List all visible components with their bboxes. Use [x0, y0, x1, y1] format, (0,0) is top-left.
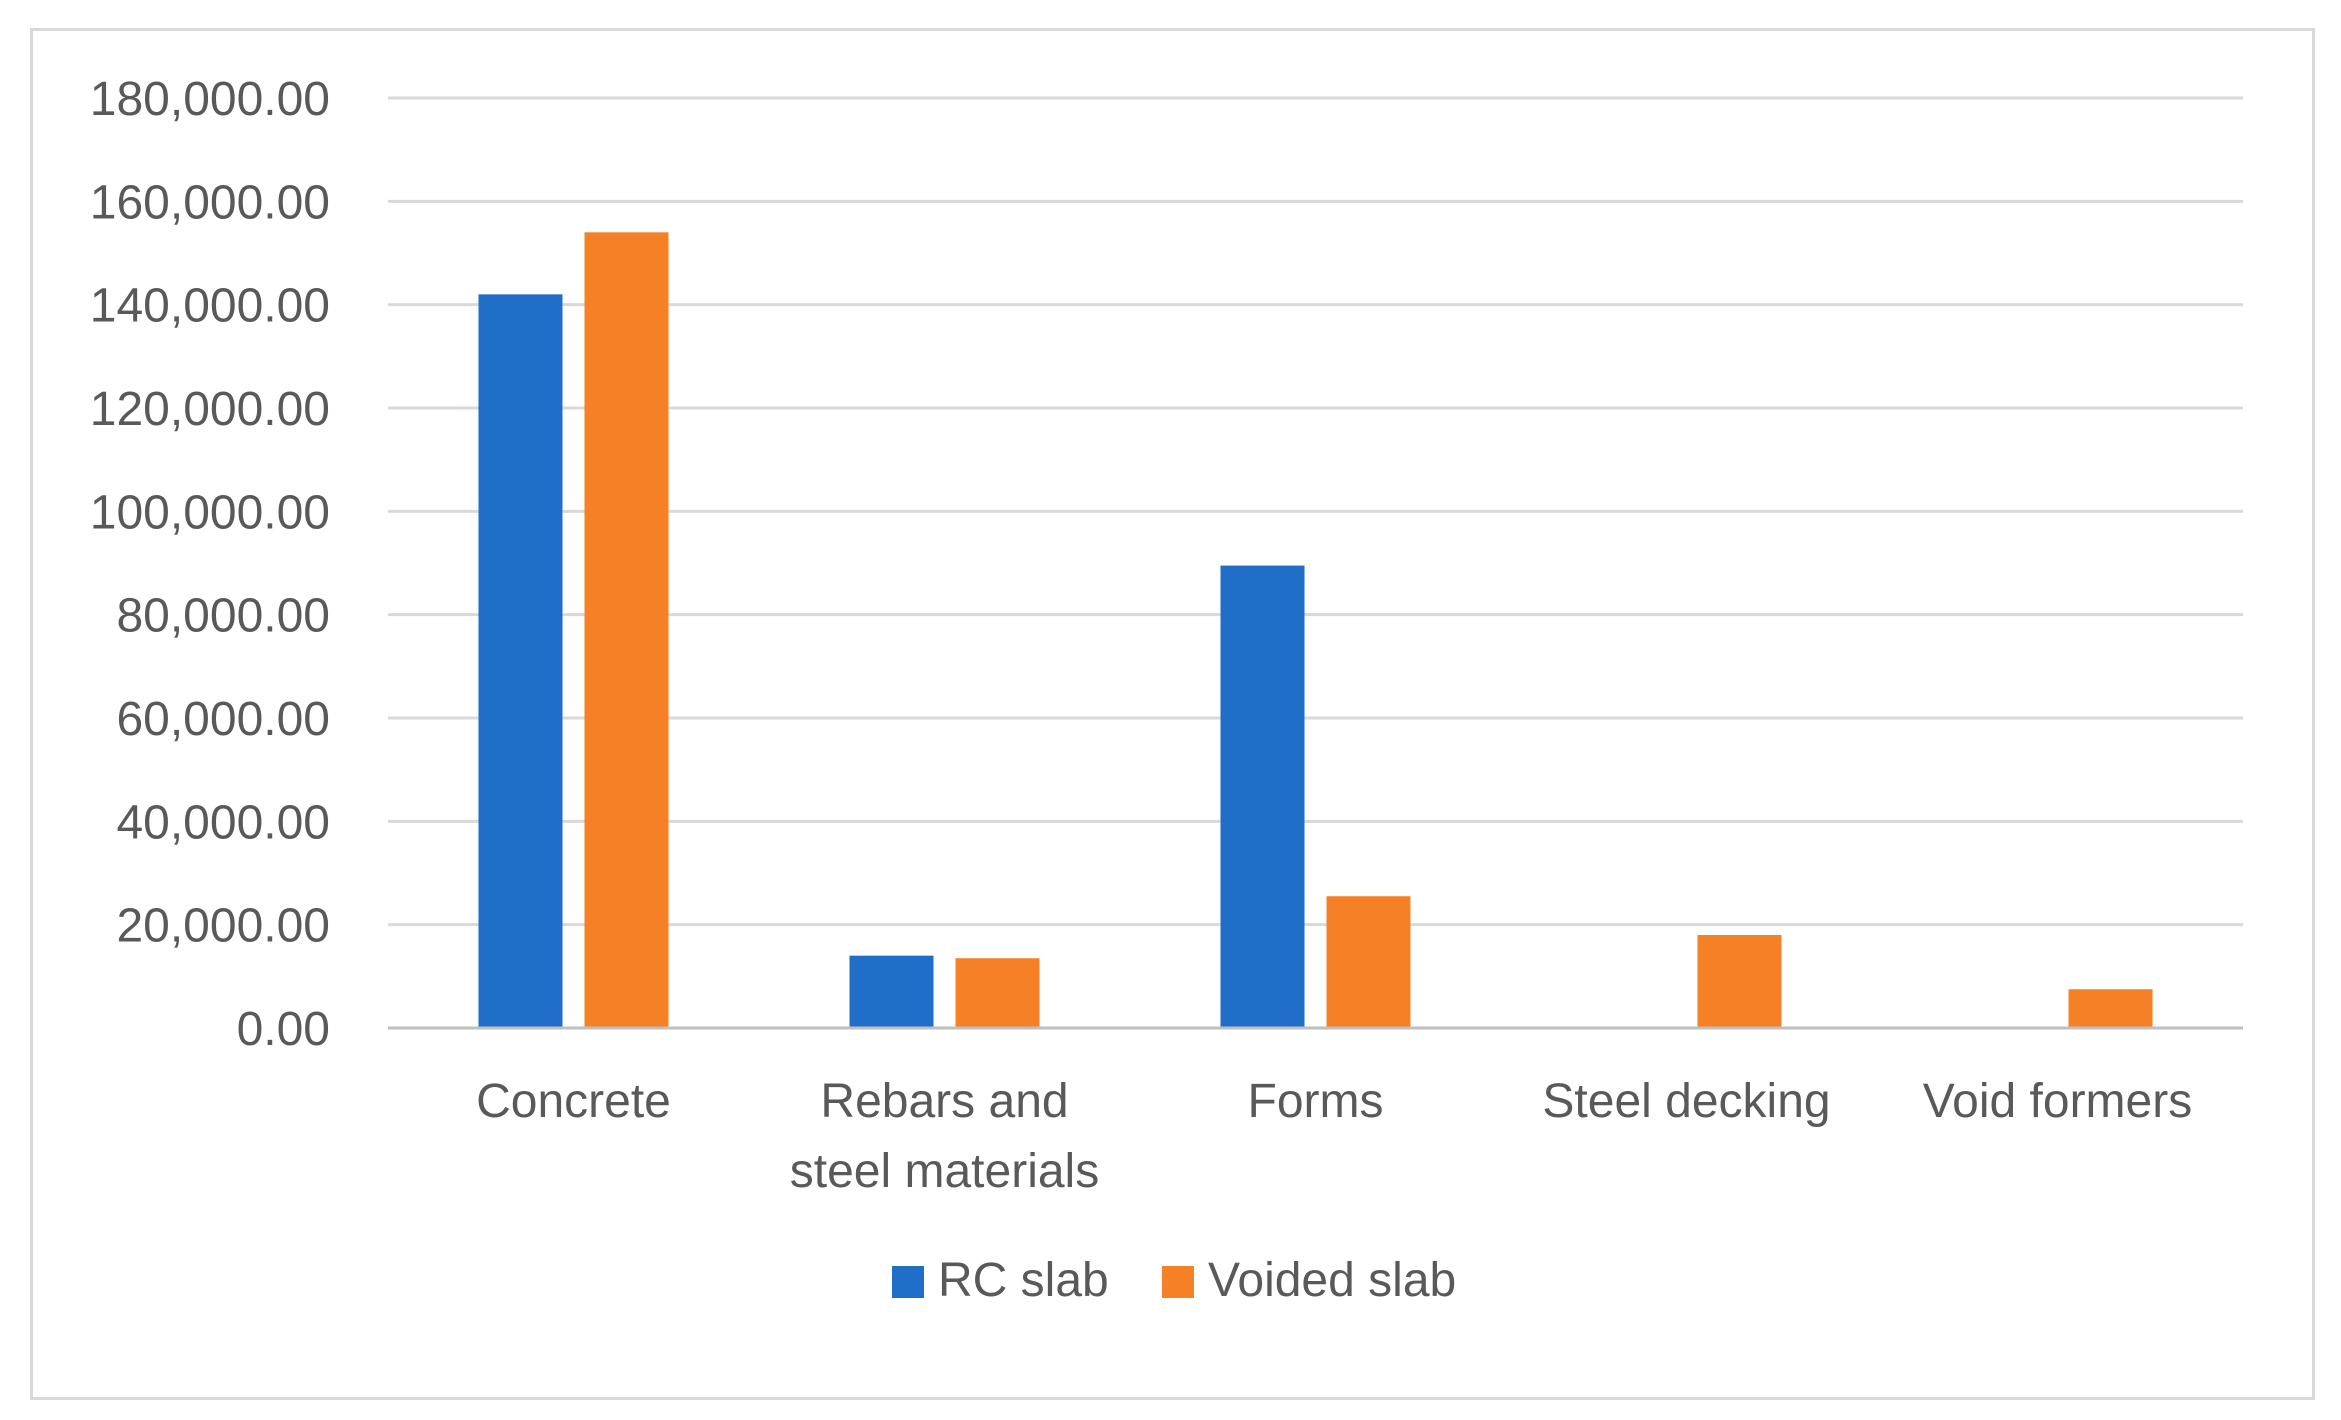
- bar-voided-slab: [584, 232, 669, 1029]
- y-tick-label: 100,000.00: [90, 486, 330, 539]
- bar-voided-slab: [2068, 989, 2153, 1028]
- legend: RC slab Voided slab: [892, 1254, 1456, 1307]
- bar-voided-slab: [1326, 896, 1411, 1028]
- x-category-label: Void formers: [1923, 1075, 2192, 1128]
- x-category-label: Rebars and: [820, 1075, 1068, 1128]
- bars: [478, 232, 2153, 1029]
- y-tick-label: 120,000.00: [90, 383, 330, 436]
- y-tick-label: 60,000.00: [116, 693, 330, 746]
- y-tick-label: 140,000.00: [90, 280, 330, 333]
- y-tick-label: 180,000.00: [90, 73, 330, 126]
- y-tick-label: 80,000.00: [116, 590, 330, 643]
- bar-rc-slab: [1220, 565, 1305, 1028]
- y-axis-tick-labels: 0.00 20,000.00 40,000.00 60,000.00 80,000.00…: [90, 73, 330, 1056]
- y-tick-label: 0.00: [237, 1003, 330, 1056]
- legend-swatch: [1162, 1266, 1194, 1298]
- legend-label: RC slab: [938, 1254, 1109, 1307]
- x-category-label: Steel decking: [1542, 1075, 1830, 1128]
- bar-rc-slab: [849, 955, 934, 1028]
- bar-voided-slab: [1697, 935, 1782, 1028]
- x-category-label: Forms: [1248, 1075, 1384, 1128]
- x-category-label: Concrete: [476, 1075, 671, 1128]
- bar-rc-slab: [478, 294, 563, 1028]
- legend-label: Voided slab: [1208, 1254, 1456, 1307]
- y-tick-label: 40,000.00: [116, 796, 330, 849]
- y-tick-label: 20,000.00: [116, 900, 330, 953]
- x-axis-category-labels: Concrete Rebars and steel materials Forms St…: [476, 1075, 2192, 1198]
- y-tick-label: 160,000.00: [90, 176, 330, 229]
- legend-swatch: [892, 1266, 924, 1298]
- x-category-label: steel materials: [790, 1145, 1099, 1198]
- gridlines: [388, 96, 2243, 927]
- bar-voided-slab: [955, 958, 1040, 1028]
- chart-frame: [30, 28, 2315, 1400]
